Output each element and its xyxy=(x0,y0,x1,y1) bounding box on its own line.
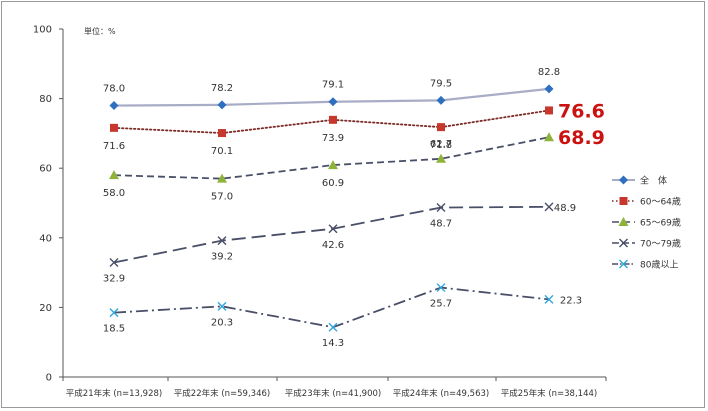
data-label: 25.7 xyxy=(430,299,452,310)
series-line xyxy=(113,136,550,180)
data-label: 71.8 xyxy=(430,140,452,151)
axes xyxy=(62,29,606,378)
data-point-marker xyxy=(109,101,119,111)
legend-marker xyxy=(619,238,628,248)
data-label: 48.7 xyxy=(430,219,452,230)
data-label: 20.3 xyxy=(211,317,233,328)
data-label: 82.8 xyxy=(538,67,560,78)
data-point-marker xyxy=(329,115,337,124)
data-point-marker xyxy=(437,123,445,132)
data-point-marker xyxy=(436,283,446,293)
data-label: 79.5 xyxy=(430,78,452,89)
data-point-marker xyxy=(544,84,554,94)
data-point-marker xyxy=(328,322,338,332)
data-label: 39.2 xyxy=(211,252,233,263)
data-label: 78.2 xyxy=(211,83,233,94)
data-label: 79.1 xyxy=(322,80,344,91)
data-point-marker xyxy=(110,123,118,132)
data-label: 78.0 xyxy=(103,84,125,95)
data-point-marker xyxy=(436,153,446,163)
data-point-marker xyxy=(544,132,554,142)
x-category-label: 平成22年末 (n=59,346) xyxy=(174,388,270,399)
data-label: 62.7 xyxy=(430,139,452,150)
legend-label: 70～79歳 xyxy=(640,238,681,250)
data-point-marker xyxy=(109,170,119,180)
data-label: 48.9 xyxy=(554,203,576,214)
data-label: 18.5 xyxy=(103,324,125,335)
unit-label: 単位：% xyxy=(84,26,116,36)
series-line xyxy=(113,286,550,329)
legend-marker xyxy=(619,259,628,269)
data-label: 70.1 xyxy=(211,146,233,157)
data-point-marker xyxy=(328,97,338,107)
x-category-label: 平成21年末 (n=13,928) xyxy=(66,388,162,399)
data-point-marker xyxy=(217,100,227,110)
data-label: 57.0 xyxy=(211,192,233,203)
legend-label: 65～69歳 xyxy=(640,217,681,229)
data-label: 32.9 xyxy=(103,274,125,285)
highlight-data-label: 68.9 xyxy=(558,127,605,149)
y-tick-label: 0 xyxy=(46,373,52,384)
data-point-marker xyxy=(217,301,227,311)
data-point-marker xyxy=(544,294,554,304)
legend: 全 体 60～64歳 65～69歳 70～79歳 80歳以上 xyxy=(612,175,681,271)
data-point-marker xyxy=(109,258,119,268)
legend-marker xyxy=(619,175,628,185)
data-point-marker xyxy=(328,160,338,170)
data-point-marker xyxy=(436,95,446,105)
x-category-label: 平成23年末 (n=41,900) xyxy=(285,388,381,399)
data-point-marker xyxy=(217,173,227,183)
y-tick-label: 20 xyxy=(39,303,52,314)
data-point-marker xyxy=(218,129,226,138)
data-point-marker xyxy=(545,106,553,115)
data-point-marker xyxy=(217,236,227,246)
data-point-marker xyxy=(544,202,554,212)
data-point-marker xyxy=(109,308,119,318)
y-tick-label: 40 xyxy=(39,233,52,244)
highlight-data-label: 76.6 xyxy=(558,100,605,122)
legend-label: 全 体 xyxy=(640,175,667,187)
data-label: 14.3 xyxy=(322,338,344,349)
legend-label: 80歳以上 xyxy=(640,259,678,271)
y-tick-label: 100 xyxy=(33,25,52,36)
data-label: 71.6 xyxy=(103,141,125,152)
data-label: 22.3 xyxy=(560,295,582,306)
data-label: 58.0 xyxy=(103,188,125,199)
x-category-label: 平成25年末 (n=38,144) xyxy=(501,388,597,399)
y-tick-label: 80 xyxy=(39,94,52,105)
legend-marker xyxy=(618,217,629,226)
legend-marker xyxy=(619,197,628,205)
legend-label: 60～64歳 xyxy=(640,196,681,208)
data-label: 73.9 xyxy=(322,133,344,144)
data-point-marker xyxy=(328,224,338,234)
data-label: 60.9 xyxy=(322,178,344,189)
data-point-marker xyxy=(436,203,446,213)
series-line xyxy=(113,205,550,264)
x-category-label: 平成24年末 (n=49,563) xyxy=(393,388,489,399)
data-label: 42.6 xyxy=(322,240,344,251)
y-tick-label: 60 xyxy=(39,164,52,175)
